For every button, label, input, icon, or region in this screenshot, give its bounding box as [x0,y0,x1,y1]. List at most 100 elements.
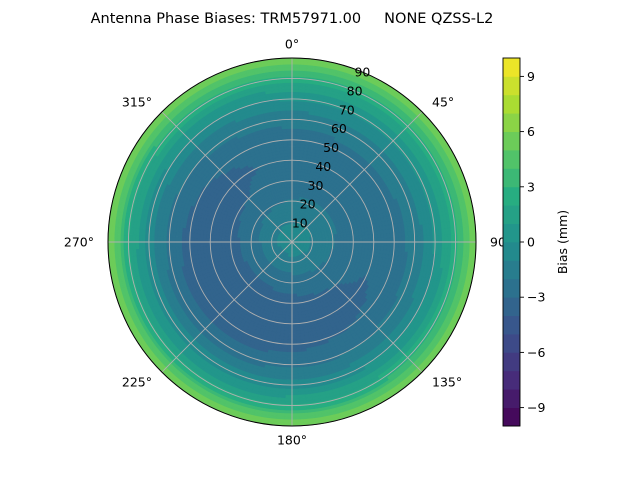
contour-cell [362,241,366,246]
contour-cell [291,330,297,335]
contour-cell [389,237,394,243]
contour-cell [291,345,297,350]
contour-cell [371,241,376,246]
contour-cell [196,241,201,247]
contour-cell [386,241,391,247]
contour-cell [291,312,296,316]
contour-cell [380,241,385,247]
contour-cell [288,321,293,326]
contour-cell [291,168,296,172]
contour-cell [211,241,216,246]
contour-cell [287,155,293,160]
contour-cell [288,171,293,175]
contour-cell [294,308,299,313]
contour-cell [199,241,204,247]
contour-cell [395,241,400,247]
contour-cell [288,168,293,172]
contour-cell [371,238,376,243]
contour-cell [374,241,379,247]
contour-cell [294,311,299,316]
contour-cell [365,238,369,243]
contour-cell [392,237,397,243]
contour-cell [386,237,391,243]
contour-cell [287,152,293,157]
contour-cell [218,238,222,243]
contour-cell [224,244,229,249]
contour-cell [202,241,207,247]
contour-cell [215,241,219,246]
contour-cell [365,241,369,246]
contour-cell [288,312,293,316]
contour-cell [291,165,296,169]
contour-cell [287,330,293,335]
contour-cell [287,143,293,148]
contour-cell [361,235,366,240]
contour-cell [187,241,192,247]
contour-cell [221,244,226,249]
contour-cell [285,171,290,176]
contour-cell [190,241,195,247]
contour-cell [291,155,297,160]
contour-cell [199,237,204,243]
contour-cell [288,318,293,323]
contour-cell [291,149,297,154]
contour-cell [287,333,293,338]
contour-cell [190,237,195,243]
contour-cell [287,140,293,145]
contour-cell [287,336,293,341]
contour-cell [291,158,296,163]
contour-cell [291,161,296,166]
contour-cell [288,165,293,169]
contour-cell [218,241,222,246]
contour-cell [288,315,293,319]
contour-cell [389,241,394,247]
contour-cell [208,238,213,243]
contour-cell [221,238,225,243]
contour-cell [291,342,297,347]
contour-cell [380,237,385,243]
contour-cell [208,241,213,246]
contour-cell [294,315,300,319]
contour-cell [285,174,290,179]
contour-cell [291,143,297,148]
contour-cell [215,244,219,250]
contour-cell [358,235,363,240]
contour-cell [205,237,210,243]
contour-cell [291,321,296,326]
contour-cell [287,324,293,329]
contour-cell [285,168,290,173]
contour-cell [383,237,388,243]
contour-cell [288,158,293,163]
contour-cell [284,165,290,169]
contour-cell [193,241,198,247]
contour-cell [287,339,293,344]
contour-cell [355,235,360,240]
contour-cell [291,152,297,157]
contour-cell [291,324,297,329]
contour-cell [288,161,293,166]
contour-cell [365,234,369,240]
contour-cell [291,134,297,139]
contour-cell [218,244,223,249]
contour-cell [377,241,382,247]
contour-cell [291,327,297,332]
contour-cell [287,342,293,347]
contour-cell [291,336,297,341]
contour-cell [193,237,198,243]
contour-cell [287,345,293,350]
contour-cell [287,327,293,332]
contour-cell [291,339,297,344]
contour-cell [383,241,388,247]
contour-cell [291,137,297,142]
contour-cell [291,309,296,313]
contour-cell [291,171,296,175]
contour-cell [362,238,366,243]
contour-cell [359,238,363,243]
chart-title: Antenna Phase Biases: TRM57971.00 NONE Q… [91,11,494,27]
contour-cell [392,241,397,247]
contour-cell [291,315,296,319]
contour-cell [202,237,207,243]
contour-cell [294,305,299,310]
contour-cell [287,137,293,142]
